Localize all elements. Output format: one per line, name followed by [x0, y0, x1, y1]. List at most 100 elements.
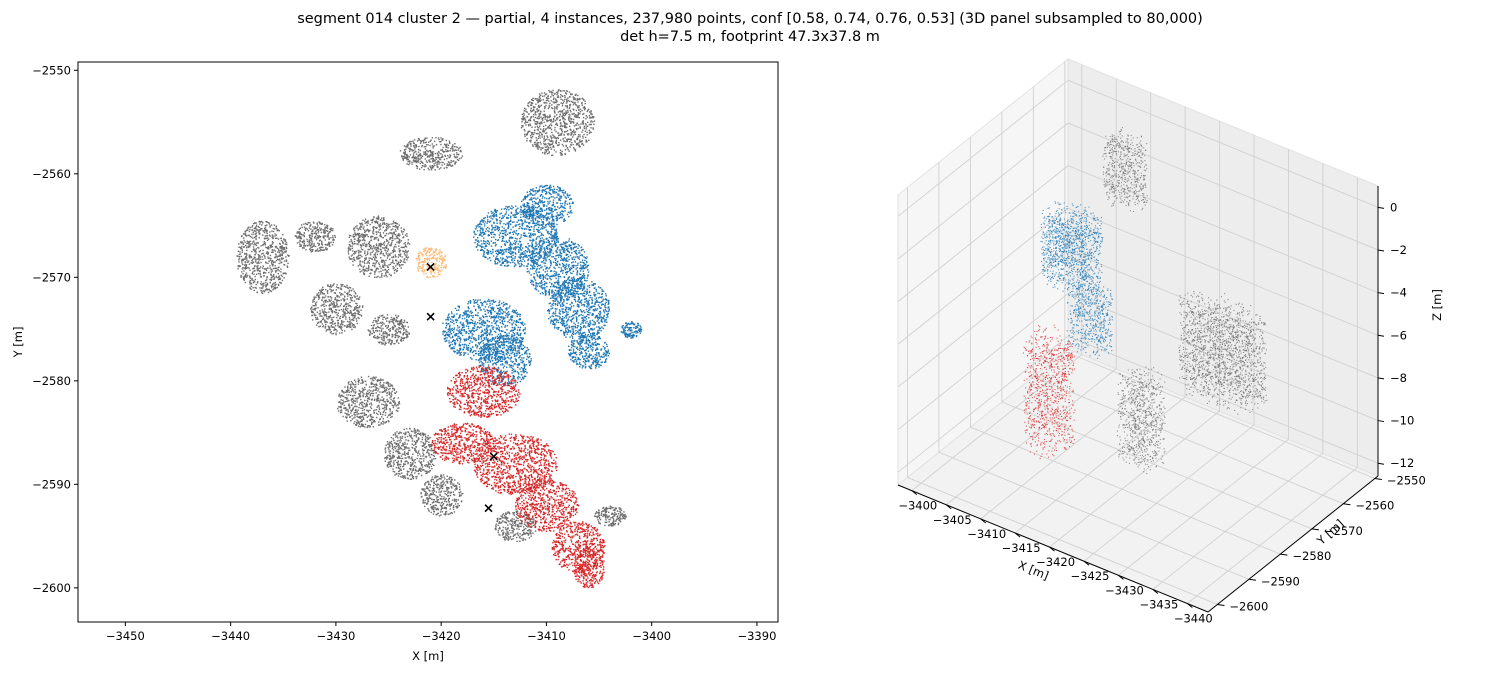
data-point: [383, 323, 385, 325]
data-point: [431, 143, 433, 145]
data-point: [397, 446, 400, 449]
data-point: [246, 254, 248, 256]
data-point: [408, 332, 410, 334]
data-point: [453, 498, 456, 500]
data-point: [360, 233, 362, 235]
data-point: [398, 240, 400, 243]
data-point: [392, 465, 395, 467]
data-point: [378, 330, 381, 332]
data-point: [412, 159, 415, 161]
data-point: [281, 253, 283, 255]
data-point: [319, 249, 321, 252]
data-point: [581, 97, 583, 100]
data-point: [262, 258, 264, 261]
data-point: [454, 479, 456, 481]
data-point: [379, 243, 382, 245]
data-point: [334, 236, 336, 238]
data-point: [376, 236, 378, 238]
data-point: [324, 239, 326, 241]
data-point: [453, 146, 455, 148]
data-point: [433, 452, 435, 454]
data-point: [246, 242, 248, 245]
data-point: [329, 284, 332, 286]
data-point: [360, 398, 362, 401]
data-point: [323, 315, 326, 317]
data-point: [414, 465, 416, 467]
data-point: [412, 140, 414, 142]
data-point: [415, 443, 417, 445]
data-point: [583, 125, 586, 127]
data-point: [354, 232, 356, 234]
data-point: [356, 239, 358, 242]
data-point: [245, 230, 247, 232]
data-point: [243, 246, 245, 248]
data-point: [387, 325, 389, 327]
data-point: [311, 311, 313, 314]
data-point: [417, 452, 419, 455]
data-point: [440, 137, 442, 139]
data-point: [530, 102, 533, 104]
data-point: [354, 233, 356, 235]
data-point: [341, 332, 343, 334]
data-point: [570, 129, 572, 131]
data-point: [417, 454, 419, 457]
data-point: [313, 222, 315, 224]
data-point: [379, 231, 381, 234]
data-point: [430, 511, 432, 514]
data-point: [552, 98, 555, 101]
data-point: [351, 247, 354, 249]
data-point: [387, 466, 389, 468]
data-point: [268, 223, 271, 225]
data-point: [343, 401, 345, 403]
data-point: [400, 267, 402, 269]
data-point: [397, 335, 399, 337]
data-point: [526, 137, 528, 140]
data-point: [377, 413, 379, 416]
data-point: [342, 298, 344, 300]
data-point: [425, 141, 427, 143]
data-point: [392, 261, 394, 263]
data-point: [404, 441, 406, 444]
data-point: [383, 219, 385, 221]
data-point: [401, 155, 403, 158]
data-point: [396, 341, 398, 343]
data-point: [368, 259, 370, 261]
data-point: [346, 324, 348, 326]
data-point: [313, 300, 315, 303]
data-point: [378, 408, 381, 411]
data-point: [574, 131, 577, 133]
data-point: [353, 399, 355, 402]
data-point: [403, 145, 406, 147]
data-point: [269, 278, 271, 281]
data-point: [446, 475, 448, 477]
data-point: [403, 246, 405, 249]
data-point: [351, 398, 354, 401]
data-point: [440, 167, 442, 169]
data-point: [449, 162, 451, 164]
data-point: [360, 382, 362, 384]
data-point: [395, 340, 398, 342]
data-point: [299, 233, 301, 236]
data-point: [540, 128, 542, 130]
data-point: [449, 148, 452, 150]
data-point: [358, 395, 360, 398]
data-point: [361, 404, 363, 406]
data-point: [449, 505, 451, 507]
data-point: [419, 153, 421, 155]
data-point: [388, 253, 390, 255]
data-point: [391, 445, 394, 447]
data-point: [355, 256, 358, 258]
data-point: [350, 412, 352, 414]
data-point: [278, 230, 280, 232]
data-point: [426, 149, 428, 152]
data-point: [273, 224, 276, 226]
data-point: [373, 336, 375, 338]
data-point: [409, 474, 411, 477]
data-point: [446, 486, 448, 489]
data-point: [363, 418, 365, 420]
data-point: [460, 157, 463, 159]
data-point: [412, 155, 415, 157]
data-point: [537, 110, 539, 112]
data-point: [428, 489, 430, 491]
data-point: [569, 105, 571, 107]
